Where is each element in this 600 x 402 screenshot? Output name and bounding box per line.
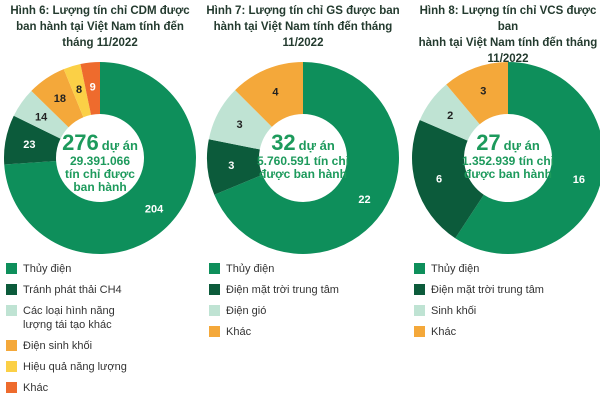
legend-label: Điện mặt trời trung tâm bbox=[431, 284, 544, 296]
legend-label: Thủy điện bbox=[23, 263, 72, 275]
data-label: 3 bbox=[228, 160, 234, 172]
chart-panel-6: Hình 6: Lượng tín chỉ CDM được ban hành t… bbox=[0, 0, 200, 400]
legend-label: Điện mặt trời trung tâm bbox=[226, 284, 339, 296]
chart-title: Hình 6: Lượng tín chỉ CDM được ban hành t… bbox=[10, 5, 190, 49]
data-label: 8 bbox=[76, 84, 82, 96]
data-label: 6 bbox=[436, 174, 442, 186]
project-unit: dự án bbox=[299, 138, 335, 153]
legend-item: Sinh khối bbox=[414, 304, 600, 318]
legend-item: Thủy điện bbox=[209, 262, 399, 276]
slice-3 bbox=[208, 90, 272, 150]
slice-3 bbox=[13, 90, 69, 139]
center-text: 5.760.591 tín chỉ bbox=[257, 154, 350, 168]
legend-label: Khác bbox=[431, 326, 457, 338]
legend-label: Khác bbox=[226, 326, 252, 338]
slice-4 bbox=[31, 69, 84, 128]
legend-item: Khác bbox=[414, 325, 600, 339]
slice-1 bbox=[455, 62, 600, 254]
legend-swatch bbox=[209, 305, 220, 316]
data-label: 2 bbox=[447, 110, 453, 122]
legend-swatch bbox=[414, 284, 425, 295]
center-project-count: 27 dự án bbox=[476, 130, 540, 155]
chart-title: Hình 7: Lượng tín chỉ GS được ban hành tạ… bbox=[206, 5, 400, 49]
center-text: 29.391.066 bbox=[70, 154, 130, 168]
center-text: được ban hành bbox=[259, 167, 347, 181]
slice-1 bbox=[214, 62, 399, 254]
legend-label: Khác bbox=[23, 382, 49, 394]
legend-swatch bbox=[6, 284, 17, 295]
slice-2 bbox=[207, 139, 263, 195]
legend-item: Thủy điện bbox=[6, 262, 196, 276]
slice-4 bbox=[235, 62, 303, 127]
center-text: được ban hành bbox=[464, 167, 552, 181]
legend-swatch bbox=[6, 305, 17, 316]
legend-swatch bbox=[414, 326, 425, 337]
slice-5 bbox=[63, 64, 92, 118]
legend-swatch bbox=[209, 263, 220, 274]
data-label: 9 bbox=[90, 81, 96, 93]
legend-item: Các loại hình năng lượng tái tạo khác bbox=[6, 304, 196, 332]
legend-swatch bbox=[209, 284, 220, 295]
legend-item: Điện mặt trời trung tâm bbox=[414, 283, 600, 297]
center-project-count: 32 dự án bbox=[271, 130, 335, 155]
legend-item: Khác bbox=[6, 381, 196, 395]
data-label: 14 bbox=[35, 111, 48, 123]
data-label: 16 bbox=[573, 174, 585, 186]
slice-2 bbox=[4, 115, 61, 165]
legend-label: Điện gió bbox=[226, 305, 267, 317]
legend-item: Điện sinh khối bbox=[6, 339, 196, 353]
legend-item: Thủy điện bbox=[414, 262, 600, 276]
legend-item: Điện gió bbox=[209, 304, 399, 318]
center-text: ban hành bbox=[73, 180, 126, 194]
chart-panel-7: Hình 7: Lượng tín chỉ GS được ban hành tạ… bbox=[203, 0, 403, 400]
data-label: 22 bbox=[358, 194, 370, 206]
legend-swatch bbox=[6, 382, 17, 393]
center-project-count: 276 dự án bbox=[62, 130, 138, 155]
legend-label: Điện sinh khối bbox=[23, 340, 93, 352]
legend-item: Tránh phát thải CH4 bbox=[6, 283, 196, 297]
data-label: 3 bbox=[480, 85, 486, 97]
center-text: tín chỉ được bbox=[65, 167, 135, 181]
legend-swatch bbox=[6, 340, 17, 351]
legend: Thủy điện Tránh phát thải CH4 Các loại hìn… bbox=[6, 262, 196, 402]
legend-swatch bbox=[414, 305, 425, 316]
project-unit: dự án bbox=[504, 138, 540, 153]
slice-4 bbox=[446, 62, 508, 125]
legend-label: Các loại hình năng lượng tái tạo khác bbox=[23, 305, 115, 331]
project-count: 27 bbox=[476, 130, 500, 155]
slice-1 bbox=[4, 62, 196, 254]
legend-item: Điện mặt trời trung tâm bbox=[209, 283, 399, 297]
slice-3 bbox=[419, 84, 480, 141]
project-count: 276 bbox=[62, 130, 99, 155]
legend-item: Hiệu quả năng lượng bbox=[6, 360, 196, 374]
legend-item: Khác bbox=[209, 325, 399, 339]
data-label: 4 bbox=[272, 86, 279, 98]
chart-title: Hình 8: Lượng tín chỉ VCS được ban hành t… bbox=[418, 5, 598, 65]
center-text: 1.352.939 tín chỉ bbox=[462, 154, 555, 168]
legend-swatch bbox=[209, 326, 220, 337]
legend-label: Thủy điện bbox=[226, 263, 275, 275]
legend-label: Hiệu quả năng lượng bbox=[23, 361, 127, 373]
legend-swatch bbox=[6, 361, 17, 372]
legend-label: Thủy điện bbox=[431, 263, 480, 275]
slice-6 bbox=[80, 62, 100, 115]
data-label: 3 bbox=[236, 119, 242, 131]
slice-2 bbox=[412, 119, 484, 239]
legend: Thủy điện Điện mặt trời trung tâm Điện gió… bbox=[209, 262, 399, 346]
legend-label: Tránh phát thải CH4 bbox=[23, 284, 122, 296]
data-label: 204 bbox=[145, 204, 164, 216]
project-unit: dự án bbox=[102, 138, 138, 153]
legend: Thủy điện Điện mặt trời trung tâm Sinh khố… bbox=[414, 262, 600, 346]
project-count: 32 bbox=[271, 130, 295, 155]
legend-label: Sinh khối bbox=[431, 305, 477, 317]
chart-panel-8: Hình 8: Lượng tín chỉ VCS được ban hành t… bbox=[408, 0, 600, 400]
data-label: 23 bbox=[23, 139, 35, 151]
legend-swatch bbox=[6, 263, 17, 274]
legend-swatch bbox=[414, 263, 425, 274]
data-label: 18 bbox=[54, 93, 66, 105]
